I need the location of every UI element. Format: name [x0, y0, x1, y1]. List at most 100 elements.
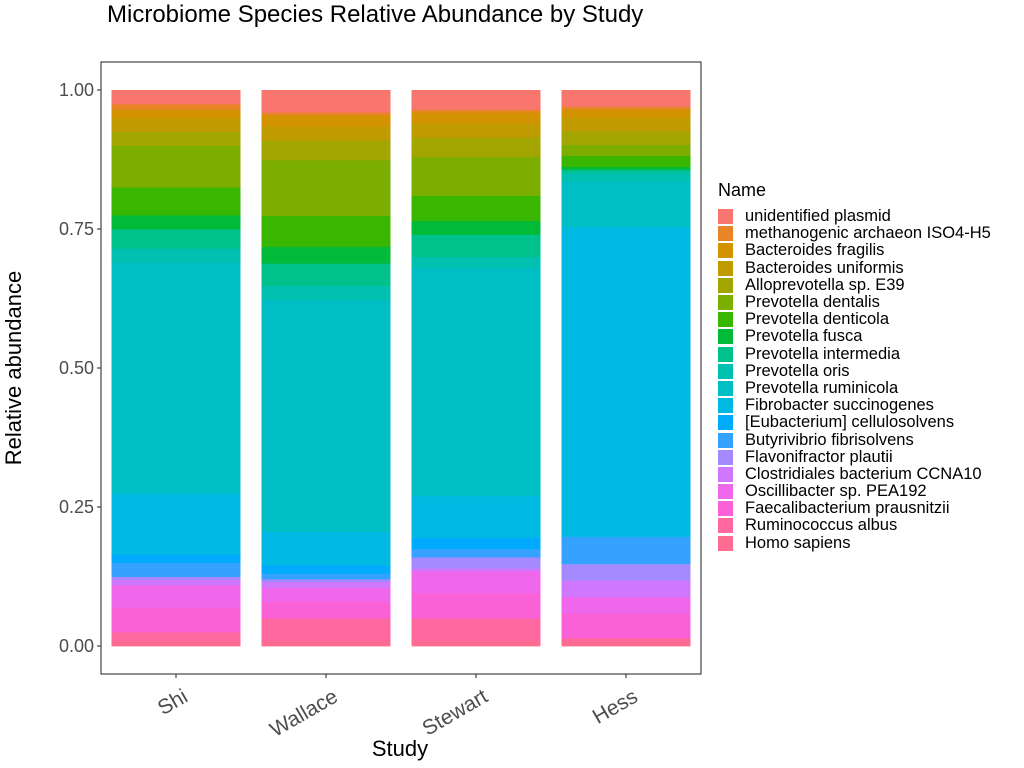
- legend-label: Clostridiales bacterium CCNA10: [745, 464, 982, 483]
- legend-item: Prevotella oris: [718, 361, 991, 380]
- legend-label: Prevotella intermedia: [745, 344, 900, 363]
- legend-key: [718, 346, 733, 362]
- bar-segment: [261, 578, 391, 583]
- bar-segment: [111, 117, 241, 133]
- bar-segment: [261, 126, 391, 141]
- bar-segment: [261, 564, 391, 574]
- x-tick-label: Hess: [589, 685, 642, 729]
- legend-key: [718, 226, 733, 242]
- legend-key: [718, 432, 733, 448]
- bar-segment: [111, 493, 241, 555]
- legend-title: Name: [718, 180, 767, 200]
- legend-label: Prevotella oris: [745, 361, 850, 380]
- bar-segment: [111, 248, 241, 263]
- bar-segment: [111, 109, 241, 119]
- legend-key: [718, 398, 733, 414]
- bar-segment: [111, 579, 241, 586]
- bar-segment: [411, 267, 541, 497]
- bar-segment: [111, 229, 241, 249]
- legend-item: Faecalibacterium prausnitzii: [718, 500, 991, 517]
- legend-key: [718, 277, 733, 293]
- legend-label: Bacteroides fragilis: [745, 241, 885, 260]
- bar-segment: [411, 109, 541, 113]
- bar-segment: [261, 640, 391, 647]
- bar-segment: [111, 187, 241, 216]
- bar-segment: [561, 536, 691, 565]
- legend-label: Prevotella ruminicola: [745, 378, 899, 397]
- y-tick-label: 0.50: [59, 358, 94, 378]
- bar-segment: [561, 155, 691, 168]
- bar-segment: [411, 537, 541, 550]
- bar-segment: [111, 103, 241, 110]
- legend-key: [718, 329, 733, 345]
- legend-item: Prevotella denticola: [718, 311, 991, 328]
- bar-segment: [111, 640, 241, 647]
- bar-segment: [561, 117, 691, 132]
- bar-stacks: [111, 90, 691, 647]
- legend-key: [718, 415, 733, 431]
- legend-label: Bacteroides uniformis: [745, 258, 904, 277]
- bar-segment: [411, 570, 541, 594]
- bar-segment: [561, 226, 691, 537]
- bar-segment: [561, 106, 691, 110]
- legend-label: methanogenic archaeon ISO4-H5: [745, 224, 991, 243]
- y-axis: 0.00 0.25 0.50 0.75 1.00: [59, 80, 101, 656]
- legend-key: [718, 243, 733, 259]
- bar-segment: [561, 109, 691, 118]
- bar-segment: [561, 166, 691, 170]
- bar-segment: [411, 195, 541, 222]
- bar-segment: [111, 607, 241, 633]
- legend-label: Oscillibacter sp. PEA192: [745, 482, 927, 501]
- bar-segment: [411, 557, 541, 569]
- legend-item: [Eubacterium] cellulosolvens: [718, 414, 991, 431]
- legend-label: Prevotella dentalis: [745, 293, 880, 312]
- bar-segment: [411, 495, 541, 538]
- x-tick-label: Wallace: [266, 685, 342, 742]
- x-tick-label: Shi: [154, 685, 192, 720]
- y-tick-label: 0.00: [59, 636, 94, 656]
- bar-segment: [561, 131, 691, 146]
- legend-item: Clostridiales bacterium CCNA10: [718, 464, 991, 483]
- legend-label: Butyrivibrio fibrisolvens: [745, 430, 914, 449]
- bar-segment: [411, 548, 541, 558]
- legend-item: Alloprevotella sp. E39: [718, 276, 991, 294]
- bar-segment: [261, 618, 391, 641]
- legend-label: Prevotella denticola: [745, 310, 890, 329]
- legend-item: Prevotella ruminicola: [718, 378, 991, 397]
- bar-segment: [261, 601, 391, 619]
- bar-segment: [261, 112, 391, 116]
- legend-key: [718, 295, 733, 311]
- bar-segment: [561, 613, 691, 639]
- legend-item: Bacteroides uniformis: [718, 258, 991, 277]
- legend-item: Prevotella dentalis: [718, 294, 991, 311]
- bar-segment: [411, 568, 541, 572]
- bar-segment: [261, 285, 391, 300]
- bar-segment: [411, 90, 541, 110]
- bar-segment: [111, 632, 241, 641]
- bar-segment: [261, 140, 391, 161]
- bar-segment: [411, 234, 541, 258]
- legend-key: [718, 484, 733, 500]
- bar-segment: [561, 144, 691, 157]
- legend-key: [718, 260, 733, 276]
- bar-segment: [111, 584, 241, 608]
- bar-segment: [561, 580, 691, 598]
- bar-segment: [111, 576, 241, 580]
- bar-segment: [411, 640, 541, 647]
- bar-segment: [261, 573, 391, 580]
- bar-segment: [261, 587, 391, 602]
- legend-key: [718, 209, 733, 225]
- bar-segment: [261, 581, 391, 588]
- bar-segment: [111, 215, 241, 230]
- bar-segment: [411, 593, 541, 619]
- legend-key: [718, 449, 733, 465]
- bar-segment: [261, 159, 391, 217]
- legend-item: Bacteroides fragilis: [718, 242, 991, 259]
- x-tick-label: Stewart: [419, 685, 492, 741]
- bar-segment: [111, 131, 241, 146]
- legend-key: [718, 535, 733, 551]
- x-axis: Shi Wallace Stewart Hess: [154, 674, 642, 742]
- legend-item: Flavonifractor plautii: [718, 448, 991, 466]
- bar-segment: [261, 531, 391, 566]
- legend-label: Homo sapiens: [745, 533, 851, 552]
